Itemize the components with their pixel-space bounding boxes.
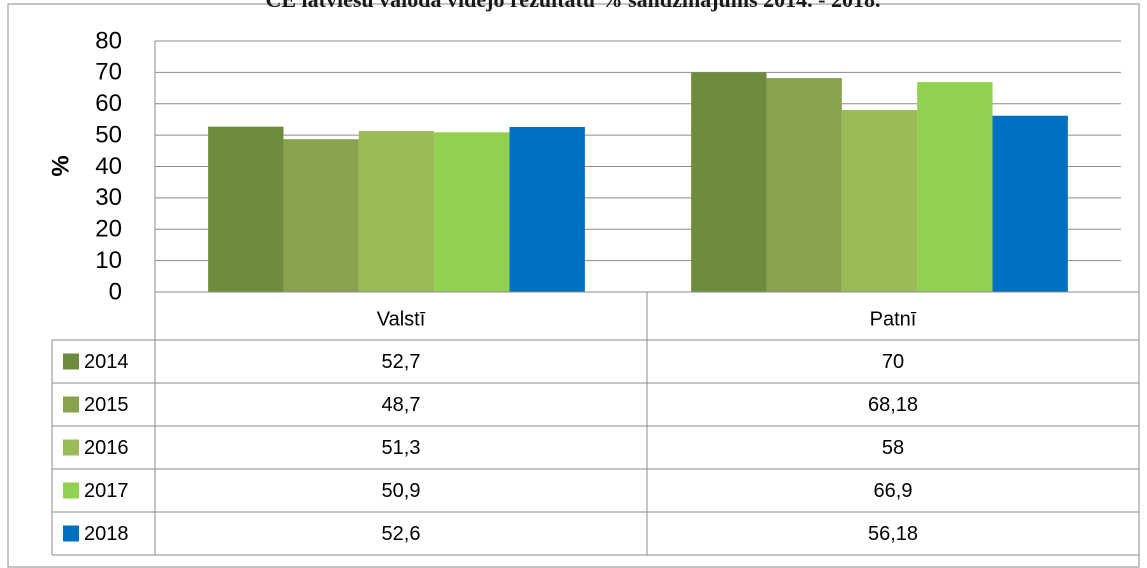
y-tick-label: 50 — [95, 121, 122, 148]
y-axis-label: % — [47, 155, 74, 176]
y-tick-label: 40 — [95, 153, 122, 180]
bar — [509, 126, 585, 292]
x-tick-label: Valstī — [377, 308, 426, 330]
legend-label: 2015 — [84, 394, 129, 416]
data-label: 70 — [882, 351, 904, 373]
x-tick-label: Patnī — [870, 308, 917, 330]
bar — [691, 72, 767, 292]
chart-title: CE latviešu valodā vidējo rezultātu % sa… — [265, 0, 880, 12]
legend-swatch — [63, 396, 79, 413]
y-tick-label: 20 — [95, 216, 122, 243]
legend-swatch — [63, 353, 79, 370]
bar — [766, 78, 842, 292]
data-label: 50,9 — [382, 480, 421, 502]
data-label: 52,6 — [382, 523, 421, 545]
legend-label: 2016 — [84, 437, 129, 459]
bar — [917, 82, 993, 292]
y-tick-label: 10 — [95, 247, 122, 274]
data-label: 52,7 — [382, 351, 421, 373]
y-tick-label: 60 — [95, 90, 122, 117]
legend-swatch — [63, 482, 79, 499]
legend-swatch — [63, 439, 79, 456]
legend-label: 2014 — [84, 351, 129, 373]
data-label: 51,3 — [382, 437, 421, 459]
bar — [992, 115, 1068, 292]
legend-swatch — [63, 525, 79, 542]
y-tick-label: 0 — [109, 278, 122, 305]
bar — [208, 126, 284, 292]
data-label: 58 — [882, 437, 904, 459]
legend-label: 2018 — [84, 523, 129, 545]
data-label: 68,18 — [868, 394, 918, 416]
bar — [434, 132, 510, 292]
y-tick-label: 70 — [95, 59, 122, 86]
data-label: 48,7 — [382, 394, 421, 416]
bar — [841, 110, 918, 293]
y-tick-label: 30 — [95, 184, 122, 211]
bar — [358, 131, 435, 292]
legend-label: 2017 — [84, 480, 129, 502]
data-label: 66,9 — [874, 480, 913, 502]
bar — [283, 139, 359, 292]
y-tick-label: 80 — [95, 27, 122, 54]
data-label: 56,18 — [868, 523, 918, 545]
